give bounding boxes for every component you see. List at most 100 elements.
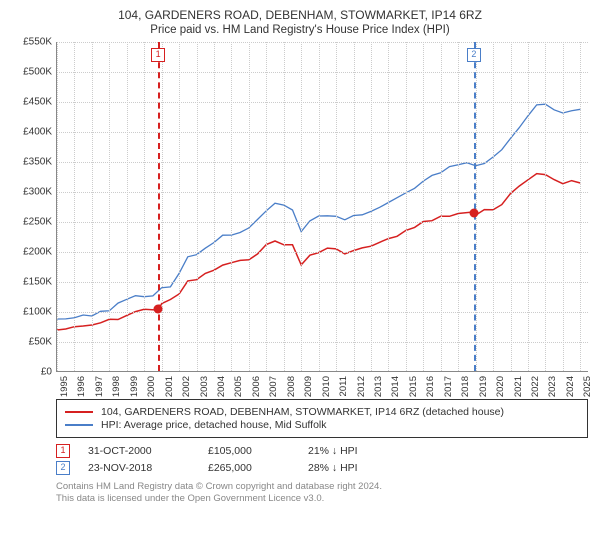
gridline-h bbox=[57, 282, 588, 283]
x-tick-label: 2009 bbox=[303, 376, 314, 397]
marker-box: 2 bbox=[467, 48, 481, 62]
x-tick-label: 2015 bbox=[408, 376, 419, 397]
gridline-v bbox=[266, 42, 267, 371]
marker-line bbox=[158, 42, 160, 371]
gridline-v bbox=[74, 42, 75, 371]
legend: 104, GARDENERS ROAD, DEBENHAM, STOWMARKE… bbox=[56, 399, 588, 438]
gridline-h bbox=[57, 312, 588, 313]
x-tick-label: 2001 bbox=[164, 376, 175, 397]
y-tick-label: £50K bbox=[29, 337, 52, 348]
gridline-h bbox=[57, 72, 588, 73]
gridline-h bbox=[57, 222, 588, 223]
gridline-v bbox=[301, 42, 302, 371]
x-tick-label: 1995 bbox=[59, 376, 70, 397]
x-tick-label: 2016 bbox=[425, 376, 436, 397]
y-axis-labels: £0£50K£100K£150K£200K£250K£300K£350K£400… bbox=[12, 42, 54, 397]
x-tick-label: 2002 bbox=[181, 376, 192, 397]
legend-swatch bbox=[65, 424, 93, 426]
line-svg bbox=[57, 42, 588, 371]
transaction-row: 223-NOV-2018£265,00028% ↓ HPI bbox=[56, 461, 588, 475]
footnote: Contains HM Land Registry data © Crown c… bbox=[56, 481, 588, 506]
x-tick-label: 2008 bbox=[286, 376, 297, 397]
gridline-v bbox=[249, 42, 250, 371]
transaction-date: 23-NOV-2018 bbox=[88, 462, 208, 474]
gridline-h bbox=[57, 162, 588, 163]
gridline-v bbox=[580, 42, 581, 371]
chart-subtitle: Price paid vs. HM Land Registry's House … bbox=[12, 24, 588, 36]
x-tick-label: 2006 bbox=[251, 376, 262, 397]
x-tick-label: 2000 bbox=[146, 376, 157, 397]
gridline-v bbox=[109, 42, 110, 371]
x-tick-label: 2003 bbox=[199, 376, 210, 397]
gridline-v bbox=[458, 42, 459, 371]
gridline-h bbox=[57, 192, 588, 193]
gridline-v bbox=[511, 42, 512, 371]
y-tick-label: £0 bbox=[41, 367, 52, 378]
legend-label: HPI: Average price, detached house, Mid … bbox=[101, 419, 327, 431]
gridline-v bbox=[162, 42, 163, 371]
plot: 12 bbox=[56, 42, 588, 372]
gridline-h bbox=[57, 42, 588, 43]
y-tick-label: £350K bbox=[23, 157, 52, 168]
x-tick-label: 1996 bbox=[76, 376, 87, 397]
gridline-v bbox=[528, 42, 529, 371]
x-tick-label: 2013 bbox=[373, 376, 384, 397]
x-tick-label: 2017 bbox=[443, 376, 454, 397]
y-tick-label: £500K bbox=[23, 67, 52, 78]
gridline-v bbox=[57, 42, 58, 371]
legend-row: 104, GARDENERS ROAD, DEBENHAM, STOWMARKE… bbox=[65, 406, 579, 418]
x-tick-label: 1999 bbox=[129, 376, 140, 397]
gridline-v bbox=[92, 42, 93, 371]
x-tick-label: 2007 bbox=[268, 376, 279, 397]
marker-box: 1 bbox=[151, 48, 165, 62]
x-tick-label: 2012 bbox=[356, 376, 367, 397]
x-tick-label: 1998 bbox=[111, 376, 122, 397]
legend-row: HPI: Average price, detached house, Mid … bbox=[65, 419, 579, 431]
transaction-pct: 28% ↓ HPI bbox=[308, 462, 448, 474]
y-tick-label: £100K bbox=[23, 307, 52, 318]
gridline-h bbox=[57, 132, 588, 133]
gridline-v bbox=[214, 42, 215, 371]
transaction-marker: 1 bbox=[56, 444, 70, 458]
gridline-v bbox=[563, 42, 564, 371]
x-tick-label: 2021 bbox=[513, 376, 524, 397]
x-tick-label: 2025 bbox=[582, 376, 593, 397]
x-tick-label: 2004 bbox=[216, 376, 227, 397]
transaction-marker: 2 bbox=[56, 461, 70, 475]
x-tick-label: 2024 bbox=[565, 376, 576, 397]
gridline-h bbox=[57, 342, 588, 343]
gridline-v bbox=[144, 42, 145, 371]
transaction-pct: 21% ↓ HPI bbox=[308, 445, 448, 457]
gridline-v bbox=[354, 42, 355, 371]
x-tick-label: 2010 bbox=[321, 376, 332, 397]
x-tick-label: 2011 bbox=[338, 376, 349, 396]
x-tick-label: 1997 bbox=[94, 376, 105, 397]
gridline-v bbox=[179, 42, 180, 371]
gridline-v bbox=[231, 42, 232, 371]
y-tick-label: £300K bbox=[23, 187, 52, 198]
gridline-v bbox=[336, 42, 337, 371]
transaction-date: 31-OCT-2000 bbox=[88, 445, 208, 457]
gridline-v bbox=[388, 42, 389, 371]
y-tick-label: £550K bbox=[23, 37, 52, 48]
gridline-v bbox=[319, 42, 320, 371]
y-tick-label: £400K bbox=[23, 127, 52, 138]
legend-label: 104, GARDENERS ROAD, DEBENHAM, STOWMARKE… bbox=[101, 406, 504, 418]
x-axis-labels: 1995 1996 1997 1998 1999 2000 2001 2002 2003 2004… bbox=[56, 374, 588, 398]
gridline-h bbox=[57, 252, 588, 253]
gridline-v bbox=[493, 42, 494, 371]
gridline-v bbox=[423, 42, 424, 371]
x-tick-label: 2022 bbox=[530, 376, 541, 397]
gridline-h bbox=[57, 102, 588, 103]
gridline-v bbox=[197, 42, 198, 371]
gridline-v bbox=[371, 42, 372, 371]
x-tick-label: 2018 bbox=[460, 376, 471, 397]
legend-swatch bbox=[65, 411, 93, 413]
transactions-table: 1 31-OCT-2000£105,00021% ↓ HPI 2 23-NOV-201… bbox=[56, 444, 588, 475]
x-tick-label: 2023 bbox=[547, 376, 558, 397]
x-tick-label: 2020 bbox=[495, 376, 506, 397]
transaction-price: £105,000 bbox=[208, 445, 308, 457]
gridline-v bbox=[406, 42, 407, 371]
gridline-v bbox=[127, 42, 128, 371]
transaction-row: 1 31-OCT-2000£105,00021% ↓ HPI bbox=[56, 444, 588, 458]
